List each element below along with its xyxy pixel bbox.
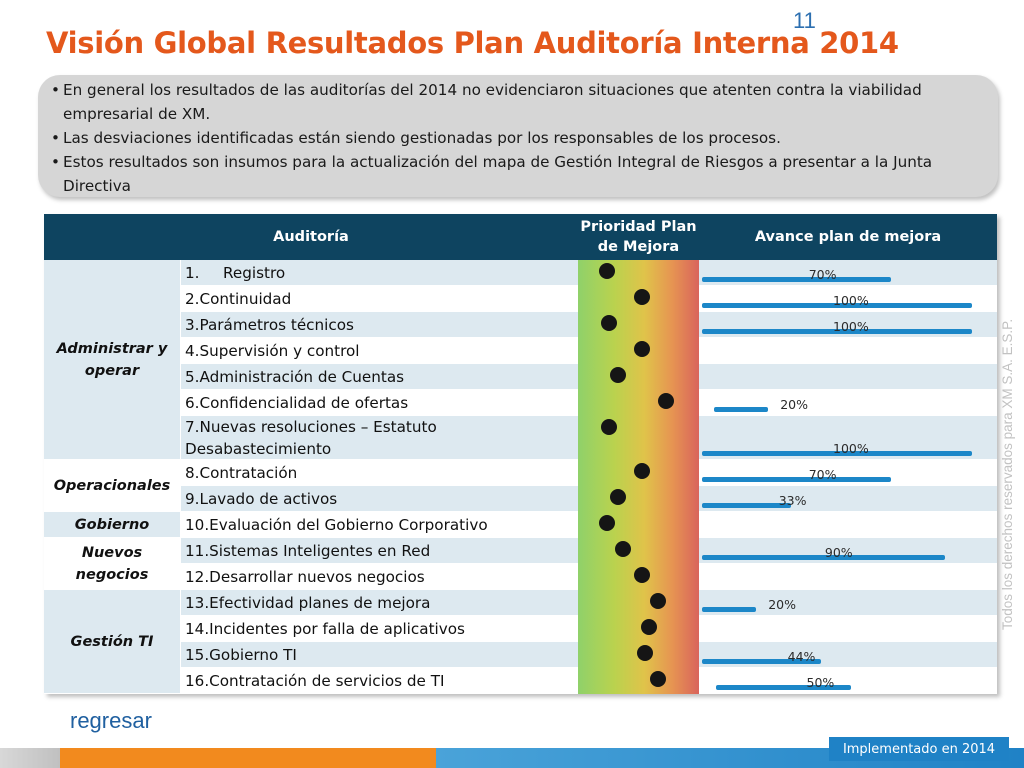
priority-dot bbox=[601, 419, 618, 435]
priority-dot bbox=[649, 671, 666, 687]
implementation-tag: Implementado en 2014 bbox=[829, 736, 1009, 761]
summary-list: En general los resultados de las auditor… bbox=[38, 75, 998, 198]
progress-label: 33% bbox=[778, 493, 807, 508]
progress-cell bbox=[699, 564, 997, 590]
priority-dot bbox=[599, 263, 616, 279]
audit-item-number: 1. bbox=[185, 263, 200, 282]
priority-dot bbox=[634, 289, 651, 305]
audit-item: 13.Efectividad planes de mejora bbox=[181, 590, 578, 616]
group-nuevos-negocios: Nuevos negocios bbox=[44, 538, 181, 590]
audit-item-label: Registro bbox=[223, 263, 286, 282]
priority-dot bbox=[636, 645, 653, 661]
progress-cell bbox=[699, 512, 997, 538]
progress-bar bbox=[702, 303, 972, 308]
progress-cell bbox=[699, 486, 997, 512]
progress-bar bbox=[702, 477, 891, 482]
summary-panel: En general los resultados de las auditor… bbox=[38, 75, 998, 197]
audit-item: 14.Incidentes por falla de aplicativos bbox=[181, 616, 578, 642]
audit-item: 1. Registro bbox=[181, 260, 578, 286]
audit-item: 11.Sistemas Inteligentes en Red bbox=[181, 538, 578, 564]
audit-item: 15.Gobierno TI bbox=[181, 642, 578, 668]
progress-bar bbox=[702, 277, 891, 282]
group-administrar-operar: Administrar y operar bbox=[44, 260, 181, 460]
progress-label: 100% bbox=[833, 441, 869, 456]
priority-dot bbox=[634, 463, 651, 479]
progress-cell bbox=[699, 390, 997, 416]
group-operacionales: Operacionales bbox=[44, 460, 181, 512]
footer-stripe-gray bbox=[0, 748, 60, 768]
progress-bar bbox=[702, 329, 972, 334]
priority-dot bbox=[599, 515, 616, 531]
audit-item: 7.Nuevas resoluciones – Estatuto Desabas… bbox=[181, 416, 578, 460]
progress-label: 100% bbox=[833, 319, 869, 334]
audit-item: 16.Contratación de servicios de TI bbox=[181, 668, 578, 694]
header-progress: Avance plan de mejora bbox=[699, 214, 997, 260]
progress-bar bbox=[702, 607, 756, 612]
audit-item: 12.Desarrollar nuevos negocios bbox=[181, 564, 578, 590]
audit-item: 4.Supervisión y control bbox=[181, 338, 578, 364]
priority-dot bbox=[649, 593, 666, 609]
progress-label: 100% bbox=[833, 293, 869, 308]
summary-bullet: Estos resultados son insumos para la act… bbox=[51, 150, 984, 198]
footer-stripe-orange bbox=[60, 748, 436, 768]
progress-cell bbox=[699, 338, 997, 364]
audit-item: 9.Lavado de activos bbox=[181, 486, 578, 512]
progress-label: 44% bbox=[787, 649, 816, 664]
progress-bar bbox=[714, 407, 768, 412]
group-gestion-ti: Gestión TI bbox=[44, 590, 181, 694]
progress-bar bbox=[716, 685, 851, 690]
progress-bar bbox=[702, 503, 792, 508]
progress-bar bbox=[702, 659, 821, 664]
audit-item: 10.Evaluación del Gobierno Corporativo bbox=[181, 512, 578, 538]
progress-label: 90% bbox=[824, 545, 853, 560]
progress-cell bbox=[699, 460, 997, 486]
slide-number: 11 bbox=[793, 8, 816, 33]
progress-bar bbox=[702, 451, 972, 456]
page-title: Visión Global Resultados Plan Auditoría … bbox=[46, 26, 899, 60]
progress-label: 20% bbox=[768, 597, 796, 612]
summary-bullet: Las desviaciones identificadas están sie… bbox=[51, 126, 984, 150]
progress-cell bbox=[699, 616, 997, 642]
summary-bullet: En general los resultados de las auditor… bbox=[51, 78, 984, 126]
progress-bar bbox=[702, 555, 945, 560]
priority-dot bbox=[609, 489, 626, 505]
audit-item: 5.Administración de Cuentas bbox=[181, 364, 578, 390]
audit-table-grid: Auditoría Prioridad Plan de Mejora Avanc… bbox=[44, 214, 997, 694]
progress-label: 70% bbox=[808, 467, 837, 482]
progress-cell bbox=[699, 642, 997, 668]
audit-table: Auditoría Prioridad Plan de Mejora Avanc… bbox=[44, 214, 997, 694]
audit-item: 8.Contratación bbox=[181, 460, 578, 486]
priority-dot bbox=[658, 393, 675, 409]
progress-label: 20% bbox=[780, 397, 808, 412]
audit-item: 3.Parámetros técnicos bbox=[181, 312, 578, 338]
progress-label: 70% bbox=[808, 267, 837, 282]
priority-dot bbox=[614, 541, 631, 557]
priority-progress-marks: 70% 100% 100% 20% 100% 70% 33% 90% 20% 44% 50% bbox=[44, 214, 997, 696]
progress-cell bbox=[699, 590, 997, 616]
copyright-note: Todos los derechos reservados para XM S.… bbox=[1000, 318, 1015, 630]
header-priority: Prioridad Plan de Mejora bbox=[578, 214, 699, 260]
priority-dot bbox=[609, 367, 626, 383]
priority-dot bbox=[641, 619, 658, 635]
progress-cell bbox=[699, 364, 997, 390]
back-link[interactable]: regresar bbox=[70, 708, 152, 733]
audit-item: 6.Confidencialidad de ofertas bbox=[181, 390, 578, 416]
progress-cell bbox=[699, 668, 997, 694]
priority-dot bbox=[634, 567, 651, 583]
progress-cell bbox=[699, 260, 997, 286]
progress-label: 50% bbox=[806, 675, 835, 690]
audit-item: 2.Continuidad bbox=[181, 286, 578, 312]
priority-dot bbox=[601, 315, 618, 331]
group-gobierno: Gobierno bbox=[44, 512, 181, 538]
header-audit: Auditoría bbox=[44, 214, 578, 260]
priority-dot bbox=[634, 341, 651, 357]
